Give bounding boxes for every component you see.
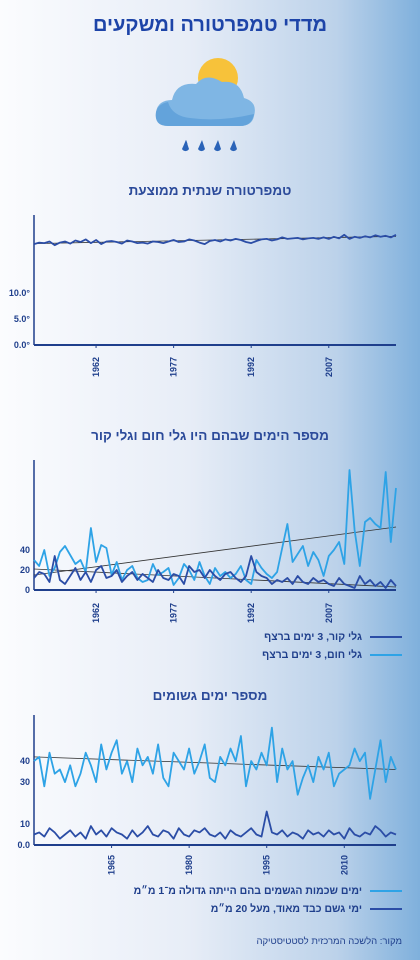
- y-tick-label: 20: [20, 565, 30, 575]
- y-tick-label: 5.0°: [14, 314, 31, 324]
- x-tick-label: 1980: [184, 855, 194, 875]
- series-line: [33, 810, 397, 840]
- rain-legend: ימים שכמות הגשמים בהם הייתה גדולה מ־1 מ״…: [134, 882, 402, 918]
- legend-item-heavy-rain: ימי גשם כבד מאוד, מעל 20 מ״מ: [134, 900, 402, 918]
- x-tick-label: 1992: [246, 357, 256, 377]
- y-tick-label: 10: [20, 819, 30, 829]
- x-tick-label: 2007: [324, 603, 334, 623]
- legend-item-cold: גלי קור, 3 ימים ברצף: [262, 628, 402, 646]
- legend-label-rain-days: ימים שכמות הגשמים בהם הייתה גדולה מ־1 מ״…: [133, 885, 362, 897]
- legend-item-heat: גלי חום, 3 ימים ברצף: [262, 646, 402, 664]
- rain-chart-title: מספר ימים גשומים: [152, 688, 268, 703]
- waves-legend: גלי קור, 3 ימים ברצף גלי חום, 3 ימים ברצ…: [262, 628, 402, 664]
- rain-chart: 0.0 10 30 40 1965 1980 1995 2010: [17, 715, 397, 875]
- x-tick-label: 1995: [262, 855, 272, 875]
- x-tick-label: 1962: [91, 357, 101, 377]
- partly-cloudy-rain-icon: [155, 58, 255, 152]
- legend-swatch-heavy-rain: [370, 908, 402, 910]
- y-tick-label: 0.0: [17, 840, 30, 850]
- x-tick-label: 2010: [339, 855, 349, 875]
- legend-swatch-heat: [370, 654, 402, 656]
- x-tick-label: 1977: [169, 603, 179, 623]
- x-tick-label: 1965: [107, 855, 117, 875]
- legend-label-cold: גלי קור, 3 ימים ברצף: [264, 631, 362, 643]
- y-tick-label: 40: [20, 756, 30, 766]
- trend-line: [33, 756, 397, 770]
- y-tick-label: 0.0°: [14, 340, 31, 350]
- legend-swatch-cold: [370, 636, 402, 638]
- legend-label-heavy-rain: ימי גשם כבד מאוד, מעל 20 מ״מ: [210, 903, 362, 915]
- legend-swatch-rain-days: [370, 890, 402, 892]
- waves-chart: 0 20 40 1962 1977 1992 2007: [20, 460, 397, 623]
- temperature-chart-title: טמפרטורה שנתית ממוצעת: [128, 183, 292, 198]
- x-tick-label: 1977: [169, 357, 179, 377]
- series-line: [33, 726, 397, 800]
- y-tick-label: 40: [20, 545, 30, 555]
- source-note: מקור: הלשכה המרכזית לסטטיסטיקה: [256, 936, 402, 947]
- x-tick-label: 1992: [246, 603, 256, 623]
- page-title: מדדי טמפרטורה ומשקעים: [93, 14, 327, 36]
- y-tick-label: 0: [25, 585, 30, 595]
- series-line: [33, 469, 397, 586]
- y-tick-label: 10.0°: [9, 288, 31, 298]
- series-line: [33, 233, 397, 247]
- waves-chart-title: מספר הימים שבהם היו גלי חום וגלי קור: [91, 428, 329, 443]
- x-tick-label: 1962: [91, 603, 101, 623]
- legend-label-heat: גלי חום, 3 ימים ברצף: [262, 649, 362, 661]
- trend-line: [33, 526, 397, 576]
- series-line: [33, 555, 397, 589]
- x-tick-label: 2007: [324, 357, 334, 377]
- legend-item-rain-days: ימים שכמות הגשמים בהם הייתה גדולה מ־1 מ״…: [134, 882, 402, 900]
- temperature-chart: 0.0° 5.0° 10.0° 1962 1977 1992 2007: [9, 215, 397, 377]
- y-tick-label: 30: [20, 777, 30, 787]
